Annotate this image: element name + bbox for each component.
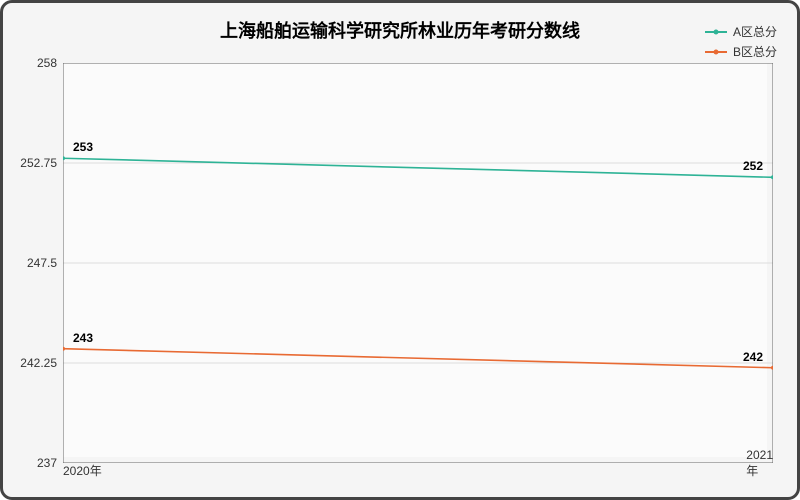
legend-label-a: A区总分: [733, 23, 777, 40]
plot-area: [63, 63, 767, 457]
series-marker: [771, 175, 773, 179]
series-marker: [63, 347, 65, 351]
data-point-label: 243: [73, 331, 93, 345]
y-tick-label: 247.5: [15, 256, 57, 270]
x-tick-label: 2021年: [746, 448, 773, 479]
series-marker: [63, 156, 65, 160]
legend-item-a: A区总分: [705, 23, 777, 40]
series-marker: [771, 366, 773, 370]
x-tick-label: 2020年: [63, 462, 102, 479]
legend-item-b: B区总分: [705, 43, 777, 60]
series-line: [63, 349, 773, 368]
y-tick-label: 242.25: [15, 356, 57, 370]
data-point-label: 242: [743, 350, 763, 364]
y-tick-label: 237: [15, 456, 57, 470]
y-tick-label: 252.75: [15, 156, 57, 170]
series-line: [63, 158, 773, 177]
legend-swatch-a: [705, 31, 727, 33]
data-point-label: 252: [743, 159, 763, 173]
legend: A区总分 B区总分: [705, 23, 777, 63]
chart-container: 上海船舶运输科学研究所林业历年考研分数线 A区总分 B区总分 237 242.25…: [0, 0, 800, 500]
chart-title: 上海船舶运输科学研究所林业历年考研分数线: [3, 17, 797, 43]
chart-svg: [63, 63, 773, 463]
y-tick-label: 258: [15, 56, 57, 70]
legend-label-b: B区总分: [733, 43, 777, 60]
data-point-label: 253: [73, 140, 93, 154]
legend-swatch-b: [705, 51, 727, 53]
